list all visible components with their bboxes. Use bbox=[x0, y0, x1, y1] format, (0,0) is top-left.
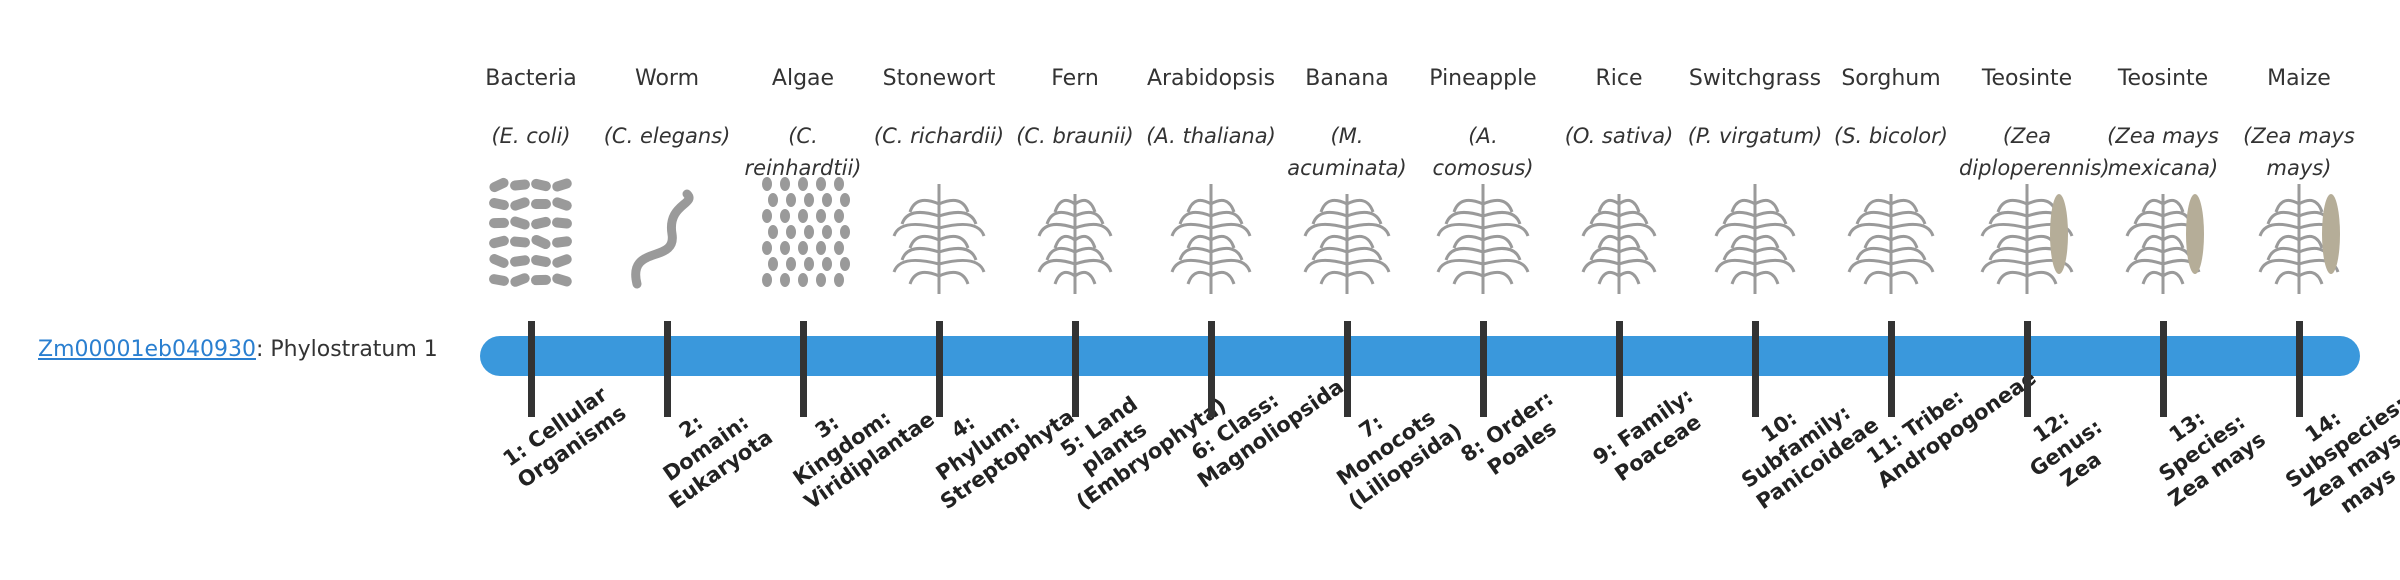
organism-name: Rice bbox=[1595, 66, 1643, 91]
gene-suffix: : Phylostratum 1 bbox=[255, 337, 438, 362]
stratum-tick bbox=[1208, 321, 1215, 417]
organism-icon bbox=[1161, 174, 1261, 298]
organism-name: Teosinte bbox=[2117, 66, 2209, 91]
organism-name: Maize bbox=[2267, 66, 2331, 91]
taxonomic-rank: 8: Order: Poales bbox=[1456, 386, 1561, 481]
icon-graphic bbox=[1170, 184, 1252, 294]
taxonomic-rank: 3: Kingdom: Viridiplantae bbox=[788, 405, 939, 515]
taxonomic-rank: 6: Class: Magnoliopsida bbox=[1186, 374, 1348, 493]
organism-name: Algae bbox=[771, 66, 835, 91]
organism-icon bbox=[1569, 174, 1669, 298]
organism-icon bbox=[1297, 174, 1397, 298]
stratum-tick bbox=[2160, 321, 2167, 417]
species-name: (A. thaliana) bbox=[1146, 124, 1276, 148]
species-name: (P. virgatum) bbox=[1687, 124, 1823, 148]
icon-graphic bbox=[1436, 184, 1530, 294]
species-name: (Zea mays mexicana) bbox=[2107, 124, 2219, 180]
icon-graphic bbox=[489, 177, 572, 287]
species-name: (A. comosus) bbox=[1432, 124, 1534, 180]
stratum-tick bbox=[1480, 321, 1487, 417]
taxonomic-rank: 2: Domain: Eukaryota bbox=[658, 409, 777, 514]
organism-name: Pineapple bbox=[1429, 66, 1537, 91]
stratum-tick bbox=[528, 321, 535, 417]
organism-icon bbox=[1977, 174, 2077, 298]
taxonomic-rank: 4: Phylum: Streptophyta bbox=[931, 404, 1079, 515]
taxonomic-rank: 5: Land plants (Embryophyta) bbox=[1056, 391, 1231, 515]
organism-icon bbox=[1841, 174, 1941, 298]
organism-icon bbox=[1025, 174, 1125, 298]
organism-icon bbox=[889, 174, 989, 298]
organism-name: Stonewort bbox=[882, 66, 996, 91]
stratum-tick bbox=[1072, 321, 1079, 417]
species-name: (C. richardii) bbox=[873, 124, 1005, 148]
timeline-bar bbox=[480, 336, 2360, 376]
icon-graphic bbox=[762, 177, 850, 287]
organism-icon bbox=[481, 174, 581, 298]
organism-name: Teosinte bbox=[1981, 66, 2073, 91]
taxonomic-rank: 14: Subspecies: Zea mays mays bbox=[2281, 391, 2400, 519]
icon-graphic bbox=[1581, 194, 1657, 294]
stratum-tick bbox=[1344, 321, 1351, 417]
organism-icon bbox=[1433, 174, 1533, 298]
taxonomic-rank: 11: Tribe: Andropogoneae bbox=[1862, 365, 2041, 493]
gene-link[interactable]: Zm00001eb040930 bbox=[38, 337, 256, 362]
species-name: (C. braunii) bbox=[1016, 124, 1134, 148]
icon-graphic bbox=[1037, 194, 1113, 294]
stratum-tick bbox=[936, 321, 943, 417]
organism-icon bbox=[753, 174, 853, 298]
taxonomic-rank: 10: Subfamily: Panicoideae bbox=[1737, 400, 1883, 515]
species-name: (M. acuminata) bbox=[1287, 124, 1407, 180]
stratum-tick bbox=[1616, 321, 1623, 417]
icon-graphic bbox=[631, 189, 694, 289]
organism-name: Worm bbox=[634, 66, 699, 91]
organism-name: Sorghum bbox=[1841, 66, 1941, 91]
organism-icon bbox=[2249, 174, 2349, 298]
organism-name: Switchgrass bbox=[1688, 66, 1822, 91]
icon-graphic bbox=[2258, 184, 2340, 294]
organism-icon bbox=[1705, 174, 1805, 298]
icon-graphic bbox=[2125, 194, 2204, 294]
stratum-tick bbox=[1888, 321, 1895, 417]
stratum-tick bbox=[1752, 321, 1759, 417]
stratum-tick bbox=[664, 321, 671, 417]
icon-graphic bbox=[1303, 194, 1391, 294]
organism-name: Fern bbox=[1051, 66, 1099, 91]
taxonomic-rank: 9: Family: Poaceae bbox=[1588, 383, 1706, 487]
stratum-tick bbox=[2296, 321, 2303, 417]
species-name: (Zea mays mays) bbox=[2243, 124, 2355, 180]
icon-graphic bbox=[892, 184, 986, 294]
taxonomic-rank: 1: Cellular Organisms bbox=[498, 382, 631, 493]
organism-icon bbox=[2113, 174, 2213, 298]
organism-icon bbox=[617, 174, 717, 298]
gene-label: Zm00001eb040930: Phylostratum 1 bbox=[38, 337, 438, 362]
species-name: (S. bicolor) bbox=[1834, 124, 1948, 148]
species-name: (O. sativa) bbox=[1564, 124, 1674, 148]
icon-graphic bbox=[1847, 194, 1935, 294]
species-name: (C. reinhardtii) bbox=[744, 124, 862, 180]
species-name: (C. elegans) bbox=[603, 124, 731, 148]
taxonomic-rank: 13: Species: Zea mays bbox=[2154, 406, 2270, 512]
stratum-tick bbox=[800, 321, 807, 417]
icon-graphic bbox=[1714, 184, 1796, 294]
species-name: (E. coli) bbox=[491, 124, 571, 148]
stratum-tick bbox=[2024, 321, 2031, 417]
organism-name: Arabidopsis bbox=[1146, 66, 1276, 91]
species-name: (Zea diploperennis) bbox=[1959, 124, 2110, 180]
organism-name: Banana bbox=[1305, 66, 1389, 91]
icon-graphic bbox=[1980, 184, 2074, 294]
organism-name: Bacteria bbox=[485, 66, 577, 91]
